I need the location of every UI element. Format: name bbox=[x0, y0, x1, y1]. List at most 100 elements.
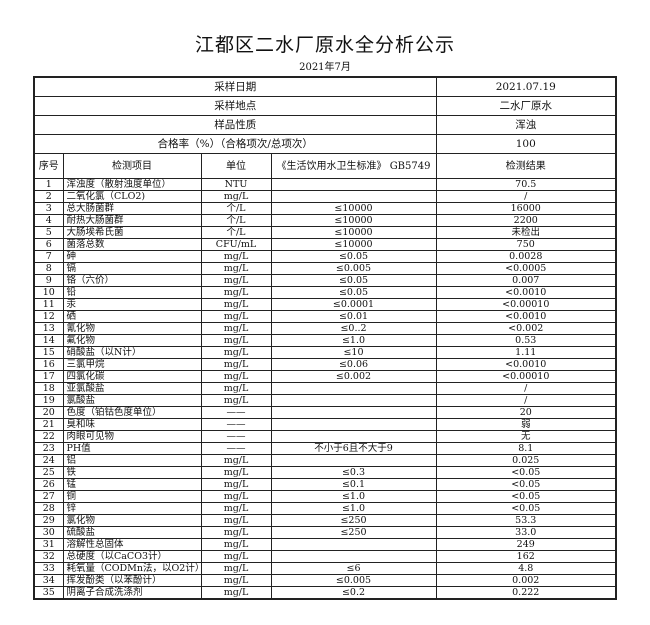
table-row: 4 耐热大肠菌群 个/L ≤10000 2200 bbox=[33, 214, 617, 227]
standard-limit: ≤6 bbox=[270, 562, 437, 575]
item-name: 三氯甲烷 bbox=[62, 358, 202, 371]
standard-limit: ≤0.005 bbox=[270, 262, 437, 275]
test-result: 弱 bbox=[435, 418, 617, 431]
test-result: 33.0 bbox=[435, 526, 617, 539]
test-result: <0.05 bbox=[435, 478, 617, 491]
meta-row-sampling-location: 采样地点 二水厂原水 bbox=[33, 96, 617, 116]
test-result: / bbox=[435, 190, 617, 203]
unit: mg/L bbox=[200, 454, 272, 467]
meta-row-sampling-date: 采样日期 2021.07.19 bbox=[33, 76, 617, 97]
unit: mg/L bbox=[200, 298, 272, 311]
document-title: 江都区二水厂原水全分析公示 bbox=[194, 34, 455, 56]
table-row: 24 铝 mg/L 0.025 bbox=[33, 454, 617, 467]
test-result: 0.53 bbox=[435, 334, 617, 347]
unit: —— bbox=[200, 430, 272, 443]
row-number: 28 bbox=[33, 502, 64, 515]
test-result: <0.00010 bbox=[435, 370, 617, 383]
standard-limit: ≤10 bbox=[270, 346, 437, 359]
item-name: 锰 bbox=[62, 478, 202, 491]
table-row: 29 氯化物 mg/L ≤250 53.3 bbox=[33, 514, 617, 527]
table-row: 27 铜 mg/L ≤1.0 <0.05 bbox=[33, 490, 617, 503]
item-name: 氰化物 bbox=[62, 322, 202, 335]
table-row: 15 硝酸盐（以N计） mg/L ≤10 1.11 bbox=[33, 346, 617, 359]
item-name: 汞 bbox=[62, 298, 202, 311]
item-name: 铁 bbox=[62, 466, 202, 479]
row-number: 9 bbox=[33, 274, 64, 287]
test-result: <0.0010 bbox=[435, 358, 617, 371]
row-number: 21 bbox=[33, 418, 64, 431]
standard-limit: ≤250 bbox=[270, 526, 437, 539]
item-name: 硝酸盐（以N计） bbox=[62, 346, 202, 359]
table-row: 12 硒 mg/L ≤0.01 <0.0010 bbox=[33, 310, 617, 323]
table-row: 16 三氯甲烷 mg/L ≤0.06 <0.0010 bbox=[33, 358, 617, 371]
row-number: 24 bbox=[33, 454, 64, 467]
row-number: 13 bbox=[33, 322, 64, 335]
test-result: 20 bbox=[435, 406, 617, 419]
row-number: 1 bbox=[33, 178, 64, 191]
table-row: 33 耗氧量（CODMn法，以O2计） mg/L ≤6 4.8 bbox=[33, 562, 617, 575]
item-name: 锌 bbox=[62, 502, 202, 515]
unit: mg/L bbox=[200, 274, 272, 287]
standard-limit: ≤0.05 bbox=[270, 250, 437, 263]
unit: mg/L bbox=[200, 334, 272, 347]
unit: mg/L bbox=[200, 358, 272, 371]
table-row: 2 二氧化氯（CLO2) mg/L / bbox=[33, 190, 617, 203]
item-name: 肉眼可见物 bbox=[62, 430, 202, 443]
item-name: 总硬度（以CaCO3计） bbox=[62, 550, 202, 563]
item-name: 挥发酚类（以苯酚计） bbox=[62, 574, 202, 587]
item-name: 菌落总数 bbox=[62, 238, 202, 251]
standard-limit: ≤0.01 bbox=[270, 310, 437, 323]
unit: mg/L bbox=[200, 526, 272, 539]
unit: 个/L bbox=[200, 226, 272, 239]
row-number: 18 bbox=[33, 382, 64, 395]
row-number: 12 bbox=[33, 310, 64, 323]
meta-row-pass-rate: 合格率（%）（合格项次/总项次） 100 bbox=[33, 134, 617, 154]
item-name: 臭和味 bbox=[62, 418, 202, 431]
unit: 个/L bbox=[200, 202, 272, 215]
standard-limit: ≤0.05 bbox=[270, 274, 437, 287]
column-header: 《生活饮用水卫生标准》 GB5749 bbox=[270, 153, 437, 179]
column-header: 单位 bbox=[200, 153, 272, 179]
table-row: 28 锌 mg/L ≤1.0 <0.05 bbox=[33, 502, 617, 515]
test-result: 未检出 bbox=[435, 226, 617, 239]
test-result: / bbox=[435, 382, 617, 395]
row-number: 6 bbox=[33, 238, 64, 251]
meta-label: 采样日期 bbox=[33, 76, 437, 97]
row-number: 4 bbox=[33, 214, 64, 227]
test-result: 4.8 bbox=[435, 562, 617, 575]
unit: mg/L bbox=[200, 514, 272, 527]
unit: mg/L bbox=[200, 538, 272, 551]
row-number: 2 bbox=[33, 190, 64, 203]
item-name: 氟化物 bbox=[62, 334, 202, 347]
test-result: 750 bbox=[435, 238, 617, 251]
test-result: <0.05 bbox=[435, 502, 617, 515]
meta-row-sample-nature: 样品性质 浑浊 bbox=[33, 115, 617, 135]
table-row: 8 镉 mg/L ≤0.005 <0.0005 bbox=[33, 262, 617, 275]
table-row: 34 挥发酚类（以苯酚计） mg/L ≤0.005 0.002 bbox=[33, 574, 617, 587]
row-number: 17 bbox=[33, 370, 64, 383]
table-row: 31 溶解性总固体 mg/L 249 bbox=[33, 538, 617, 551]
standard-limit: ≤10000 bbox=[270, 202, 437, 215]
standard-limit: ≤0.005 bbox=[270, 574, 437, 587]
meta-value: 浑浊 bbox=[435, 115, 617, 135]
row-number: 19 bbox=[33, 394, 64, 407]
table-row: 22 肉眼可见物 —— 无 bbox=[33, 430, 617, 443]
unit: mg/L bbox=[200, 310, 272, 323]
unit: mg/L bbox=[200, 478, 272, 491]
analysis-table: 采样日期 2021.07.19 采样地点 二水厂原水 样品性质 浑浊 合格率（%… bbox=[33, 76, 617, 600]
meta-value: 100 bbox=[435, 134, 617, 154]
test-result: 8.1 bbox=[435, 442, 617, 455]
table-header: 序号 检测项目 单位 《生活饮用水卫生标准》 GB5749 检测结果 bbox=[33, 153, 617, 179]
standard-limit: ≤250 bbox=[270, 514, 437, 527]
standard-limit: ≤0.2 bbox=[270, 586, 437, 600]
unit: mg/L bbox=[200, 262, 272, 275]
table-row: 6 菌落总数 CFU/mL ≤10000 750 bbox=[33, 238, 617, 251]
table-row: 7 砷 mg/L ≤0.05 0.0028 bbox=[33, 250, 617, 263]
unit: mg/L bbox=[200, 322, 272, 335]
table-row: 14 氟化物 mg/L ≤1.0 0.53 bbox=[33, 334, 617, 347]
test-result: 16000 bbox=[435, 202, 617, 215]
table-row: 32 总硬度（以CaCO3计） mg/L 162 bbox=[33, 550, 617, 563]
column-header: 检测结果 bbox=[435, 153, 617, 179]
test-result: <0.05 bbox=[435, 466, 617, 479]
item-name: 耐热大肠菌群 bbox=[62, 214, 202, 227]
